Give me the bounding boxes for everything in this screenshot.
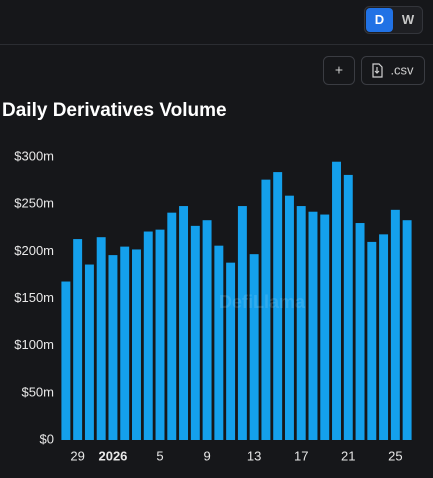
bar bbox=[167, 212, 177, 440]
chart-title: Daily Derivatives Volume bbox=[2, 100, 227, 121]
csv-button[interactable] bbox=[361, 56, 425, 85]
bar bbox=[120, 246, 130, 440]
y-tick-label: $100m bbox=[14, 337, 54, 352]
bar bbox=[320, 214, 330, 440]
y-tick-label: $0 bbox=[40, 431, 54, 446]
button-w-label[interactable]: W bbox=[402, 12, 415, 27]
bar bbox=[355, 223, 365, 440]
bar bbox=[379, 234, 389, 440]
bar bbox=[390, 209, 400, 440]
bar bbox=[249, 254, 259, 440]
bar bbox=[273, 172, 283, 441]
x-tick-label: 25 bbox=[388, 448, 402, 463]
bar bbox=[96, 237, 106, 440]
bar bbox=[143, 231, 153, 440]
interval-toggle: D W bbox=[364, 6, 423, 34]
x-tick-label: 13 bbox=[247, 448, 261, 463]
bar bbox=[308, 211, 318, 440]
y-tick-label: $250m bbox=[14, 196, 54, 211]
x-tick-label: 9 bbox=[203, 448, 210, 463]
bar bbox=[367, 241, 377, 440]
bar bbox=[214, 245, 224, 440]
y-tick-label: $50m bbox=[21, 384, 54, 399]
bar bbox=[261, 179, 271, 440]
add-button[interactable] bbox=[323, 56, 355, 85]
csv-icon bbox=[372, 63, 383, 78]
bar bbox=[132, 249, 141, 440]
bar bbox=[332, 161, 341, 440]
bar bbox=[284, 195, 294, 440]
bar bbox=[226, 262, 236, 440]
bar bbox=[190, 225, 200, 440]
bar bbox=[237, 206, 247, 440]
csv-button-label[interactable]: .csv bbox=[390, 62, 414, 77]
bar bbox=[202, 220, 212, 440]
bar bbox=[73, 239, 83, 440]
y-tick-label: $150m bbox=[14, 290, 54, 305]
bar bbox=[179, 206, 189, 440]
bar bbox=[402, 220, 412, 440]
watermark: DefiLlama bbox=[219, 292, 306, 312]
x-tick-label: 2026 bbox=[98, 448, 127, 463]
add-button-label[interactable]: + bbox=[335, 62, 343, 78]
button-d[interactable] bbox=[366, 8, 393, 32]
x-tick-label: 5 bbox=[156, 448, 163, 463]
y-tick-label: $300m bbox=[14, 148, 54, 163]
bar bbox=[108, 255, 118, 440]
bar bbox=[343, 174, 353, 440]
button-d-label[interactable]: D bbox=[375, 12, 384, 27]
x-tick-label: 29 bbox=[70, 448, 84, 463]
bar bbox=[296, 206, 306, 440]
y-tick-label: $200m bbox=[14, 243, 54, 258]
bar bbox=[84, 264, 94, 440]
bar bbox=[155, 229, 165, 440]
x-tick-label: 21 bbox=[341, 448, 355, 463]
x-tick-label: 17 bbox=[294, 448, 308, 463]
bar bbox=[61, 281, 71, 440]
